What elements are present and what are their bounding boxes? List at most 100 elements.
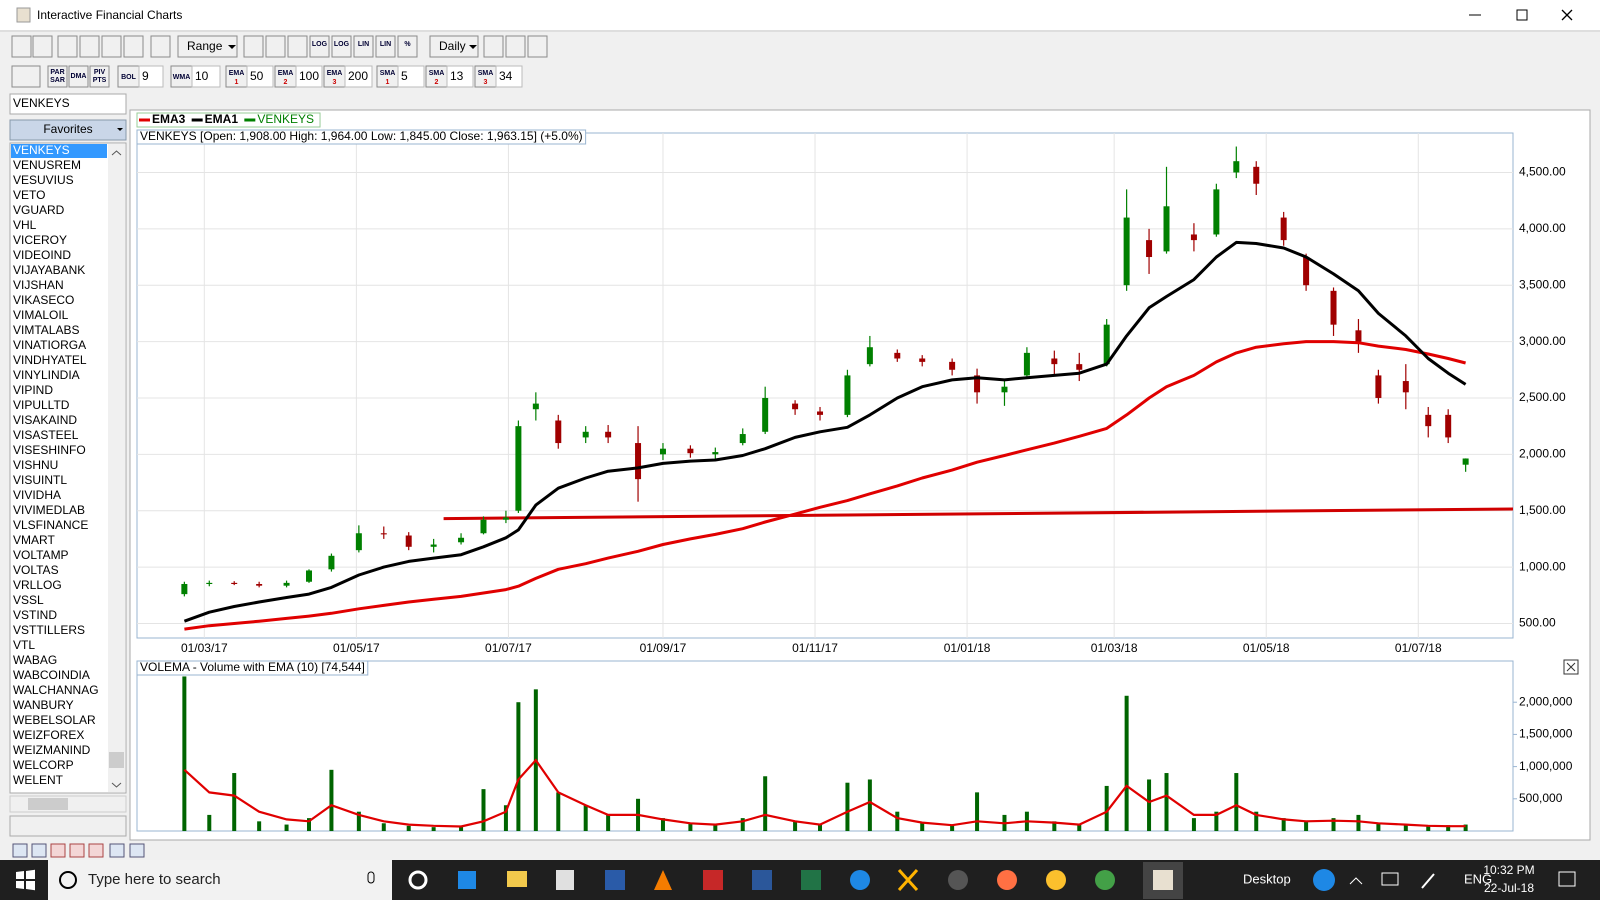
symbol-item[interactable]: VSTIND bbox=[13, 608, 57, 622]
symbol-item[interactable]: VSSL bbox=[13, 593, 44, 607]
indicator-label[interactable]: EMA bbox=[229, 70, 245, 77]
symbol-item[interactable]: VISAKAIND bbox=[13, 413, 77, 427]
app-icon[interactable] bbox=[654, 870, 672, 890]
scroll-thumb[interactable] bbox=[109, 752, 124, 768]
toolbar-button[interactable] bbox=[353, 35, 374, 58]
indicator-label[interactable]: WMA bbox=[173, 74, 191, 81]
indicator-label[interactable]: EMA bbox=[278, 70, 294, 77]
symbol-item[interactable]: WALCHANNAG bbox=[13, 683, 99, 697]
app-icon[interactable] bbox=[801, 870, 821, 890]
indicator-value[interactable]: 5 bbox=[401, 69, 408, 83]
symbol-item[interactable]: WANBURY bbox=[13, 698, 74, 712]
symbol-item[interactable]: VETO bbox=[13, 188, 45, 202]
indicator-field[interactable] bbox=[191, 65, 221, 88]
toolbar-button[interactable] bbox=[47, 65, 68, 88]
symbol-item[interactable]: WABCOINDIA bbox=[13, 668, 90, 682]
symbol-item[interactable]: WEIZMANIND bbox=[13, 743, 91, 757]
scroll-up[interactable] bbox=[111, 150, 122, 156]
clock-time[interactable]: 10:32 PM bbox=[1483, 863, 1534, 877]
indicator-label[interactable]: EMA bbox=[327, 70, 343, 77]
toolbar-button[interactable] bbox=[123, 35, 144, 58]
toolbar-button[interactable] bbox=[101, 35, 122, 58]
indicator-button[interactable]: DMA bbox=[71, 73, 87, 80]
pen-icon[interactable] bbox=[1421, 873, 1435, 889]
toolbar-button[interactable] bbox=[150, 35, 171, 58]
symbol-item[interactable]: WEIZFOREX bbox=[13, 728, 84, 742]
indicator-field[interactable] bbox=[246, 65, 274, 88]
toolbar-button[interactable] bbox=[397, 35, 418, 58]
close-button[interactable] bbox=[1561, 9, 1573, 21]
symbol-item[interactable]: WEBELSOLAR bbox=[13, 713, 96, 727]
toolbar-button[interactable] bbox=[527, 35, 548, 58]
app-icon[interactable] bbox=[1095, 870, 1115, 890]
notification-icon[interactable] bbox=[1558, 871, 1576, 887]
toolbar-button[interactable] bbox=[429, 35, 479, 58]
h-scroll-thumb[interactable] bbox=[28, 798, 68, 810]
symbol-item[interactable]: VIKASECO bbox=[13, 293, 74, 307]
symbol-item[interactable]: VISHNU bbox=[13, 458, 58, 472]
symbol-item[interactable]: VESUVIUS bbox=[13, 173, 74, 187]
toolbar-button[interactable] bbox=[287, 35, 308, 58]
indicator-field[interactable] bbox=[397, 65, 425, 88]
maximize-button[interactable] bbox=[1516, 9, 1528, 21]
clock-date[interactable]: 22-Jul-18 bbox=[1484, 881, 1534, 895]
toolbar-button[interactable] bbox=[68, 65, 89, 88]
favorites-button[interactable] bbox=[9, 119, 127, 141]
symbol-item[interactable]: VHL bbox=[13, 218, 37, 232]
search-box[interactable] bbox=[48, 860, 392, 900]
start-button[interactable] bbox=[16, 869, 35, 891]
network-icon[interactable] bbox=[1381, 872, 1399, 886]
app-icon[interactable] bbox=[458, 871, 476, 889]
status-button[interactable] bbox=[129, 843, 145, 858]
status-button[interactable] bbox=[31, 843, 47, 858]
symbol-item[interactable]: VENUSREM bbox=[13, 158, 81, 172]
symbol-item[interactable]: VIPULLTD bbox=[13, 398, 70, 412]
app-icon[interactable] bbox=[997, 870, 1017, 890]
favorites-label[interactable]: Favorites bbox=[43, 122, 92, 136]
help-icon[interactable] bbox=[1313, 869, 1335, 891]
indicator-value[interactable]: 13 bbox=[450, 69, 464, 83]
symbol-item[interactable]: VIVIMEDLAB bbox=[13, 503, 85, 517]
toolbar-button[interactable] bbox=[265, 35, 286, 58]
desktop-label[interactable]: Desktop bbox=[1243, 871, 1291, 886]
range-dropdown[interactable]: Range bbox=[187, 39, 223, 53]
scale-button[interactable]: % bbox=[404, 41, 411, 48]
indicator-button[interactable]: PAR bbox=[50, 69, 64, 76]
language[interactable]: ENG bbox=[1464, 871, 1492, 886]
scale-button[interactable]: LIN bbox=[358, 41, 369, 48]
symbol-item[interactable]: VIPIND bbox=[13, 383, 53, 397]
scale-button[interactable]: LOG bbox=[312, 41, 328, 48]
indicator-value[interactable]: 9 bbox=[142, 69, 149, 83]
symbol-item[interactable]: VISUINTL bbox=[13, 473, 67, 487]
app-icon[interactable] bbox=[507, 871, 527, 887]
scroll-down[interactable] bbox=[111, 782, 122, 788]
symbol-search[interactable] bbox=[9, 93, 127, 115]
symbol-item[interactable]: WELENT bbox=[13, 773, 64, 787]
symbol-search-text[interactable]: VENKEYS bbox=[13, 96, 70, 110]
app-icon[interactable] bbox=[605, 870, 625, 890]
toolbar-button[interactable] bbox=[505, 35, 526, 58]
indicator-value[interactable]: 34 bbox=[499, 69, 513, 83]
indicator-field[interactable] bbox=[495, 65, 523, 88]
indicator-label[interactable]: SMA bbox=[429, 70, 445, 77]
symbol-item[interactable]: VINATIORGA bbox=[13, 338, 86, 352]
toolbar-button[interactable] bbox=[89, 65, 110, 88]
symbol-item[interactable]: WABAG bbox=[13, 653, 57, 667]
indicator-label[interactable]: BOL bbox=[121, 74, 137, 81]
symbol-item[interactable]: VOLTAS bbox=[13, 563, 59, 577]
toolbar-button[interactable] bbox=[243, 35, 264, 58]
toolbar-button[interactable] bbox=[483, 35, 504, 58]
symbol-item[interactable]: VOLTAMP bbox=[13, 548, 69, 562]
indicator-value[interactable]: 200 bbox=[348, 69, 368, 83]
status-button[interactable] bbox=[109, 843, 125, 858]
scale-button[interactable]: LOG bbox=[334, 41, 350, 48]
status-button[interactable] bbox=[88, 843, 104, 858]
symbol-item[interactable]: VENKEYS bbox=[13, 143, 70, 157]
scale-button[interactable]: LIN bbox=[380, 41, 391, 48]
symbol-item[interactable]: VRLLOG bbox=[13, 578, 62, 592]
app-icon[interactable] bbox=[408, 870, 428, 890]
symbol-item[interactable]: VGUARD bbox=[13, 203, 65, 217]
app-icon[interactable] bbox=[850, 870, 870, 890]
indicator-value[interactable]: 50 bbox=[250, 69, 264, 83]
symbol-item[interactable]: VSTTILLERS bbox=[13, 623, 85, 637]
